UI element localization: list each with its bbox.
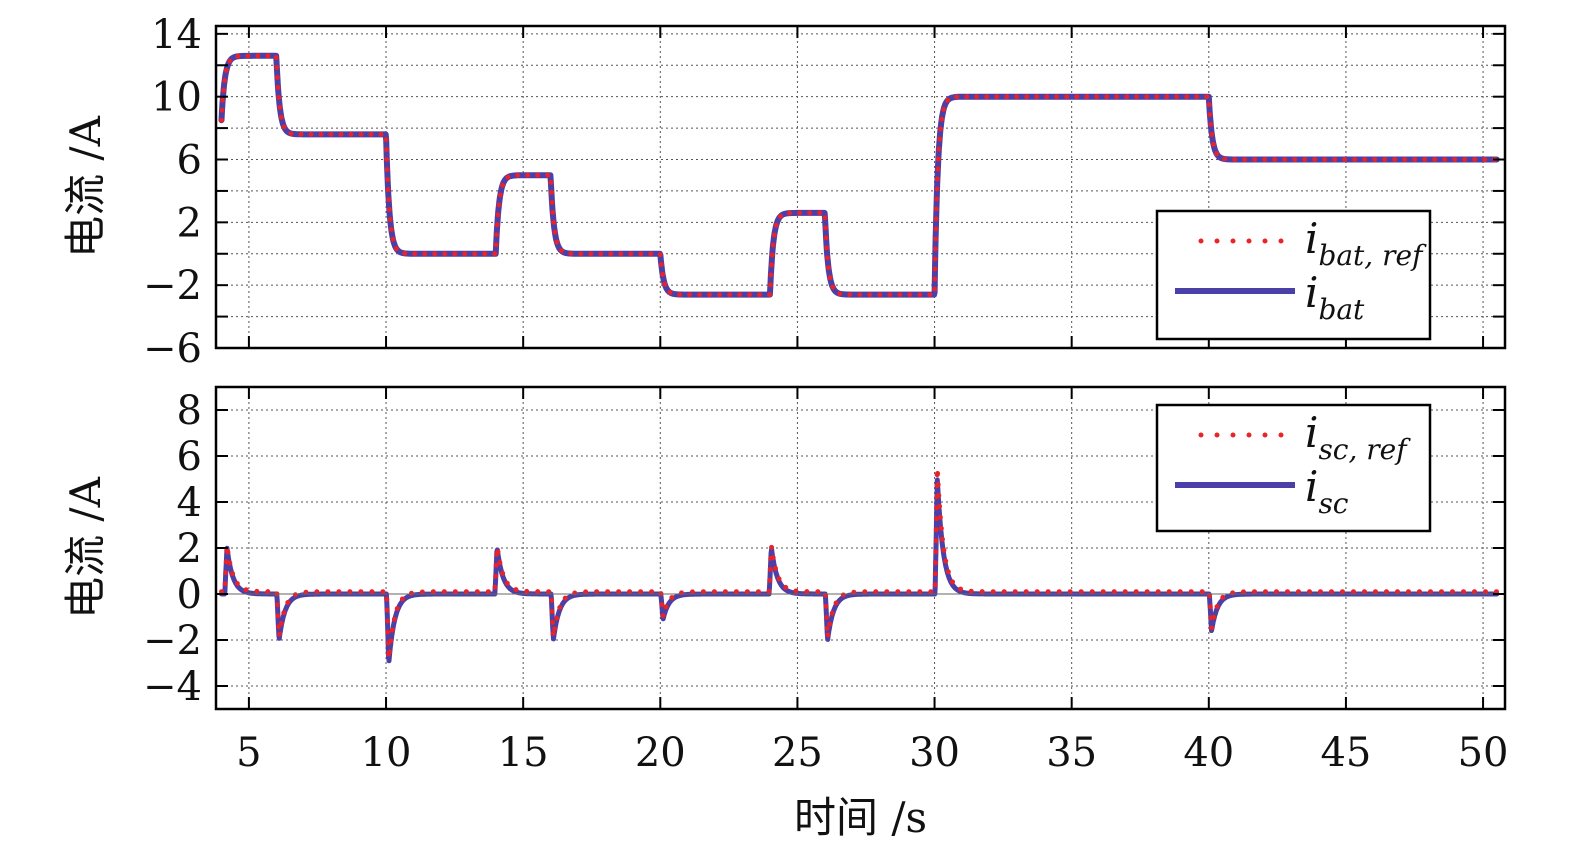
- y-tick-label: −2: [143, 263, 202, 309]
- x-tick-label: 25: [772, 730, 823, 776]
- y-tick-label: −2: [143, 618, 202, 664]
- x-tick-label: 50: [1458, 730, 1509, 776]
- y-tick-label: 6: [177, 434, 202, 480]
- x-tick-label: 40: [1183, 730, 1234, 776]
- legend-isc-ref-label: isc, ref: [1305, 408, 1411, 466]
- y-tick-label: 4: [177, 480, 202, 526]
- x-tick-label: 45: [1320, 730, 1371, 776]
- legend-bottom: isc, ref isc: [1155, 403, 1432, 533]
- x-tick-label: 35: [1046, 730, 1097, 776]
- legend-ibat-main: i: [1305, 268, 1318, 317]
- y-axis-label-top: 电流 /A: [61, 115, 110, 258]
- x-tick-label: 30: [909, 730, 960, 776]
- legend-box-bottom: [1155, 403, 1432, 533]
- x-tick-label: 15: [498, 730, 549, 776]
- y-tick-label: 0: [177, 572, 202, 618]
- battery-current-panel: −6 −2 2 6 10 14 电流 /A ibat, ref ibat: [61, 12, 1507, 372]
- legend-isc-label: isc: [1305, 462, 1349, 520]
- legend-ibat-ref-sub: bat, ref: [1318, 239, 1427, 272]
- x-axis-label: 时间 /s: [794, 793, 927, 842]
- plot-frame-top: [214, 24, 1507, 350]
- legend-ibat-sub: bat: [1318, 293, 1365, 326]
- y-tick-label: 2: [177, 200, 202, 246]
- legend-isc-sub: sc: [1318, 487, 1348, 520]
- ticks-top: −6 −2 2 6 10 14: [143, 12, 1505, 372]
- y-tick-label: 10: [151, 75, 202, 121]
- y-tick-label: 8: [177, 388, 202, 434]
- series-top: [218, 52, 1500, 298]
- series-isc-ref-line: [219, 468, 1500, 659]
- legend-ibat-label: ibat: [1305, 268, 1365, 326]
- x-tick-label: 20: [635, 730, 686, 776]
- x-tick-labels: 5 10 15 20 25 30 35 40 45 50: [236, 730, 1508, 776]
- y-axis-label-bottom: 电流 /A: [61, 476, 110, 619]
- y-tick-label: −4: [143, 664, 202, 710]
- legend-isc-main: i: [1305, 462, 1318, 511]
- y-tick-label: 2: [177, 526, 202, 572]
- series-bottom: [219, 468, 1500, 664]
- y-tick-label: 6: [177, 138, 202, 184]
- x-tick-label: 10: [361, 730, 412, 776]
- legend-top: ibat, ref ibat: [1155, 209, 1432, 341]
- legend-box-top: [1155, 209, 1432, 341]
- legend-ibat-ref-main: i: [1305, 214, 1318, 263]
- legend-isc-ref-main: i: [1305, 408, 1318, 457]
- y-tick-label: 14: [151, 12, 202, 58]
- legend-isc-ref-sub: sc, ref: [1318, 433, 1411, 466]
- x-tick-label: 5: [236, 730, 261, 776]
- series-ibat-ref-line: [219, 53, 1500, 298]
- y-tick-label: −6: [143, 326, 202, 372]
- legend-ibat-ref-label: ibat, ref: [1305, 214, 1427, 272]
